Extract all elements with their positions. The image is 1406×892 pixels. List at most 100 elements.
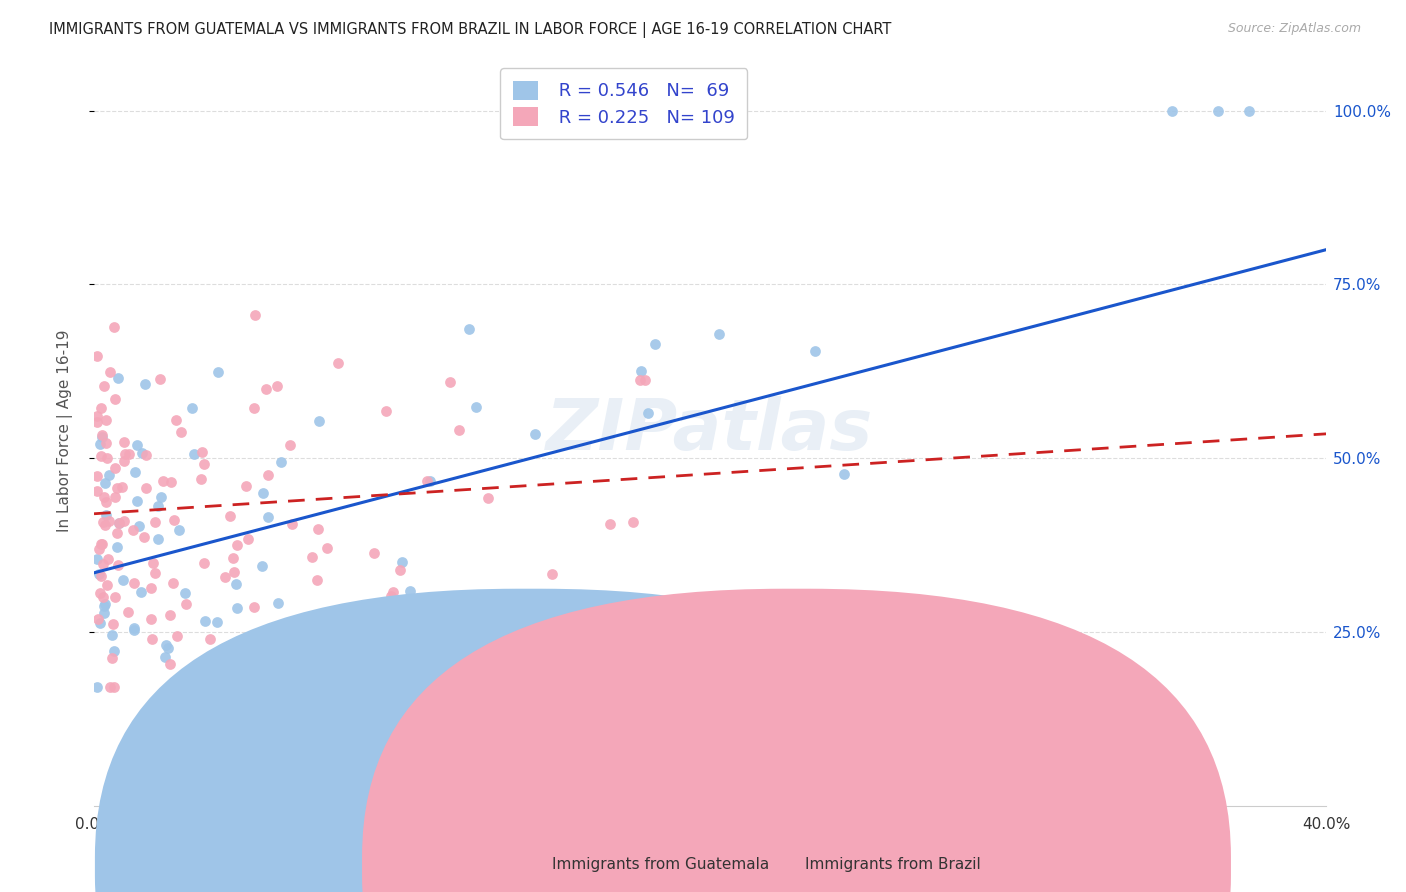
Point xyxy=(118,447,141,461)
Point xyxy=(181,401,204,415)
Point xyxy=(174,586,197,600)
Text: ZIPatlas: ZIPatlas xyxy=(547,396,873,465)
Point xyxy=(166,629,188,643)
Point xyxy=(93,599,115,613)
Point xyxy=(122,523,145,537)
Point xyxy=(131,445,153,459)
Point xyxy=(96,451,118,466)
Point xyxy=(235,479,257,493)
Point xyxy=(245,308,267,322)
Point xyxy=(152,474,174,488)
Point xyxy=(91,430,114,444)
Point xyxy=(159,475,181,489)
Point xyxy=(301,549,323,564)
Point xyxy=(125,494,148,508)
Point xyxy=(644,337,666,351)
Point xyxy=(155,638,177,652)
Point xyxy=(242,401,264,416)
Point xyxy=(139,612,162,626)
Point xyxy=(103,644,125,658)
Point xyxy=(804,344,827,359)
Point xyxy=(98,515,121,529)
Point xyxy=(832,467,855,481)
Point xyxy=(86,349,108,363)
Point xyxy=(222,565,245,579)
Point xyxy=(86,551,108,566)
Point xyxy=(117,605,139,619)
Point xyxy=(94,436,117,450)
Point xyxy=(93,490,115,504)
Point xyxy=(141,632,163,646)
Point xyxy=(89,615,111,630)
Point xyxy=(134,377,156,392)
Text: Immigrants from Guatemala: Immigrants from Guatemala xyxy=(551,857,769,872)
Point xyxy=(101,650,124,665)
Point xyxy=(105,481,128,495)
Point xyxy=(90,401,112,416)
Point xyxy=(91,428,114,442)
Point xyxy=(630,364,652,378)
Point xyxy=(104,490,127,504)
Point xyxy=(628,373,651,387)
Point xyxy=(97,551,120,566)
Point xyxy=(89,437,111,451)
Point xyxy=(207,365,229,379)
Point xyxy=(316,541,339,556)
Point xyxy=(94,597,117,611)
Point xyxy=(218,663,240,677)
Point xyxy=(93,607,115,621)
Point xyxy=(194,614,217,628)
Point xyxy=(112,453,135,467)
Point xyxy=(222,655,245,669)
Point xyxy=(226,538,249,552)
Point xyxy=(90,568,112,582)
Point xyxy=(103,320,125,334)
Point xyxy=(637,406,659,420)
Point xyxy=(90,449,112,463)
Point xyxy=(190,472,212,486)
Point xyxy=(103,681,125,695)
Point xyxy=(146,532,169,546)
Point xyxy=(97,468,120,483)
Point xyxy=(122,575,145,590)
Point xyxy=(375,404,398,418)
Point xyxy=(127,438,149,452)
Point xyxy=(380,589,402,603)
Point xyxy=(94,495,117,509)
Point xyxy=(104,461,127,475)
Point xyxy=(250,558,273,573)
Point xyxy=(107,516,129,530)
Point xyxy=(382,585,405,599)
Point xyxy=(225,601,247,615)
Point xyxy=(621,515,644,529)
Point xyxy=(169,523,191,537)
Text: Immigrants from Brazil: Immigrants from Brazil xyxy=(806,857,981,872)
Point xyxy=(107,371,129,385)
Point xyxy=(162,575,184,590)
Point xyxy=(1206,103,1229,118)
Point xyxy=(94,517,117,532)
Point xyxy=(457,322,479,336)
Point xyxy=(193,457,215,471)
Point xyxy=(91,516,114,530)
Point xyxy=(135,449,157,463)
Point xyxy=(134,530,156,544)
Point xyxy=(191,444,214,458)
Point xyxy=(124,624,146,638)
Point xyxy=(150,490,173,504)
Point xyxy=(114,448,136,462)
Point xyxy=(143,566,166,580)
Point xyxy=(634,373,657,387)
Point xyxy=(159,608,181,623)
Point xyxy=(193,556,215,570)
Point xyxy=(96,578,118,592)
Point xyxy=(252,486,274,500)
Point xyxy=(219,508,242,523)
Point xyxy=(1237,103,1260,118)
Point xyxy=(129,584,152,599)
Point xyxy=(86,409,108,423)
Point xyxy=(257,467,280,482)
Point xyxy=(149,372,172,386)
Point xyxy=(399,583,422,598)
Point xyxy=(135,482,157,496)
